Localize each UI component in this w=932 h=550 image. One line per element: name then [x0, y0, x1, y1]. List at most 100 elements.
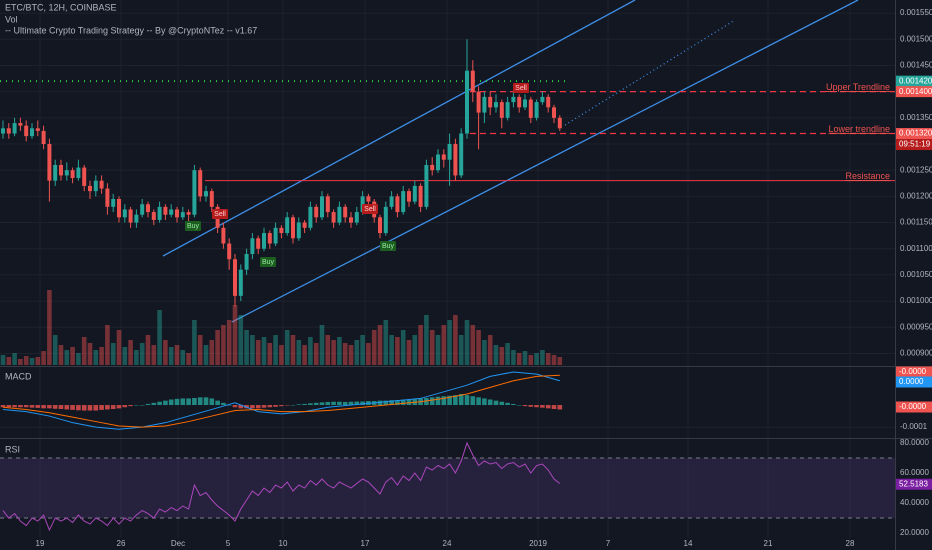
volume-bar	[406, 340, 412, 365]
volume-label: Vol	[5, 14, 18, 24]
rsi-title: RSI	[5, 444, 20, 454]
volume-bar	[447, 320, 452, 365]
histogram-bar	[64, 405, 70, 410]
candle-body	[505, 102, 510, 118]
signal-bg	[260, 257, 276, 267]
volume-bar	[6, 357, 12, 365]
candle-body	[175, 209, 179, 218]
candle-body	[499, 102, 504, 118]
rsi-band	[0, 458, 895, 519]
histogram-bar	[81, 405, 87, 411]
volume-bar	[197, 335, 203, 365]
volume-bar	[267, 343, 273, 365]
macd-tag: -0.0000	[899, 367, 927, 376]
candle-body	[238, 269, 243, 296]
histogram-bar	[389, 400, 394, 406]
histogram-bar	[226, 405, 232, 406]
volume-bar	[476, 330, 481, 365]
y-tick-label: 0.000900	[900, 349, 932, 358]
histogram-bar	[192, 397, 197, 406]
volume-bar	[470, 325, 476, 365]
histogram-bar	[221, 402, 226, 406]
signal-bg	[362, 204, 378, 214]
candle-body	[41, 130, 46, 145]
histogram-bar	[18, 405, 23, 408]
histogram-bar	[313, 402, 319, 406]
volume-bar	[99, 347, 104, 365]
histogram-bar	[232, 405, 238, 408]
volume-bar	[377, 325, 383, 365]
candle-body	[122, 209, 127, 218]
histogram-bar	[400, 399, 406, 406]
histogram-bar	[52, 405, 58, 409]
candle-body	[331, 212, 336, 223]
volume-bar	[290, 335, 296, 365]
candle-body	[285, 217, 290, 234]
candle-body	[534, 102, 539, 118]
histogram-bar	[308, 403, 313, 406]
candle-body	[151, 212, 156, 220]
candle-body	[12, 123, 17, 134]
volume-bar	[157, 310, 162, 365]
volume-bar	[319, 325, 325, 365]
histogram-bar	[383, 400, 389, 406]
volume-bar	[366, 343, 371, 365]
volume-bar	[255, 340, 261, 365]
candle-body	[267, 233, 272, 244]
candle-body	[395, 196, 400, 213]
x-tick-label: 19	[36, 539, 45, 548]
candle-body	[523, 99, 527, 108]
candle-body	[140, 204, 145, 215]
rsi-line	[2, 441, 561, 532]
histogram-bar	[244, 405, 249, 409]
y-tick-label: 0.001200	[900, 191, 932, 200]
y-tick-label: 20.0000	[900, 528, 929, 537]
level-label: Lower trendline	[828, 124, 890, 134]
volume-bar	[52, 335, 58, 365]
candle-body	[117, 198, 121, 218]
candle-body	[320, 196, 324, 218]
volume-bar	[163, 340, 168, 365]
histogram-bar	[76, 405, 81, 411]
histogram-bar	[139, 405, 145, 406]
volume-bar	[174, 345, 180, 365]
histogram-bar	[122, 405, 128, 408]
volume-bar	[302, 345, 307, 365]
histogram-bar	[528, 405, 534, 407]
candle-body	[337, 206, 342, 223]
histogram-bar	[134, 405, 139, 406]
histogram-bar	[458, 394, 464, 406]
histogram-bar	[354, 401, 360, 406]
price-tag-bg	[896, 75, 932, 87]
candle-body	[314, 206, 319, 218]
x-tick-label: 10	[279, 539, 288, 548]
volume-bar	[371, 330, 377, 365]
y-tick-label: 0.001050	[900, 270, 932, 279]
volume-bar	[296, 340, 302, 365]
macd-tag: -0.0000	[899, 402, 927, 411]
volume-bar	[64, 350, 70, 365]
candle-body	[465, 70, 469, 134]
histogram-bar	[238, 405, 244, 409]
histogram-bar	[12, 405, 17, 408]
histogram-bar	[360, 401, 365, 406]
candle-body	[308, 206, 313, 228]
histogram-bar	[180, 398, 186, 406]
volume-bar	[458, 335, 464, 365]
histogram-bar	[168, 399, 174, 406]
x-tick-label: Dec	[171, 539, 185, 548]
candle-body	[99, 180, 104, 189]
candle-body	[70, 170, 75, 179]
candle-body	[343, 206, 348, 218]
histogram-bar	[557, 405, 563, 410]
volume-bar	[134, 350, 139, 365]
volume-bar	[0, 355, 6, 365]
volume-bar	[180, 350, 186, 365]
macd-line	[2, 374, 560, 428]
y-tick-label: 0.001000	[900, 296, 932, 305]
channel-upper	[162, 0, 636, 257]
candle-body	[459, 133, 464, 176]
histogram-bar	[105, 405, 110, 410]
candle-body	[279, 227, 284, 234]
candle-body	[180, 212, 185, 218]
